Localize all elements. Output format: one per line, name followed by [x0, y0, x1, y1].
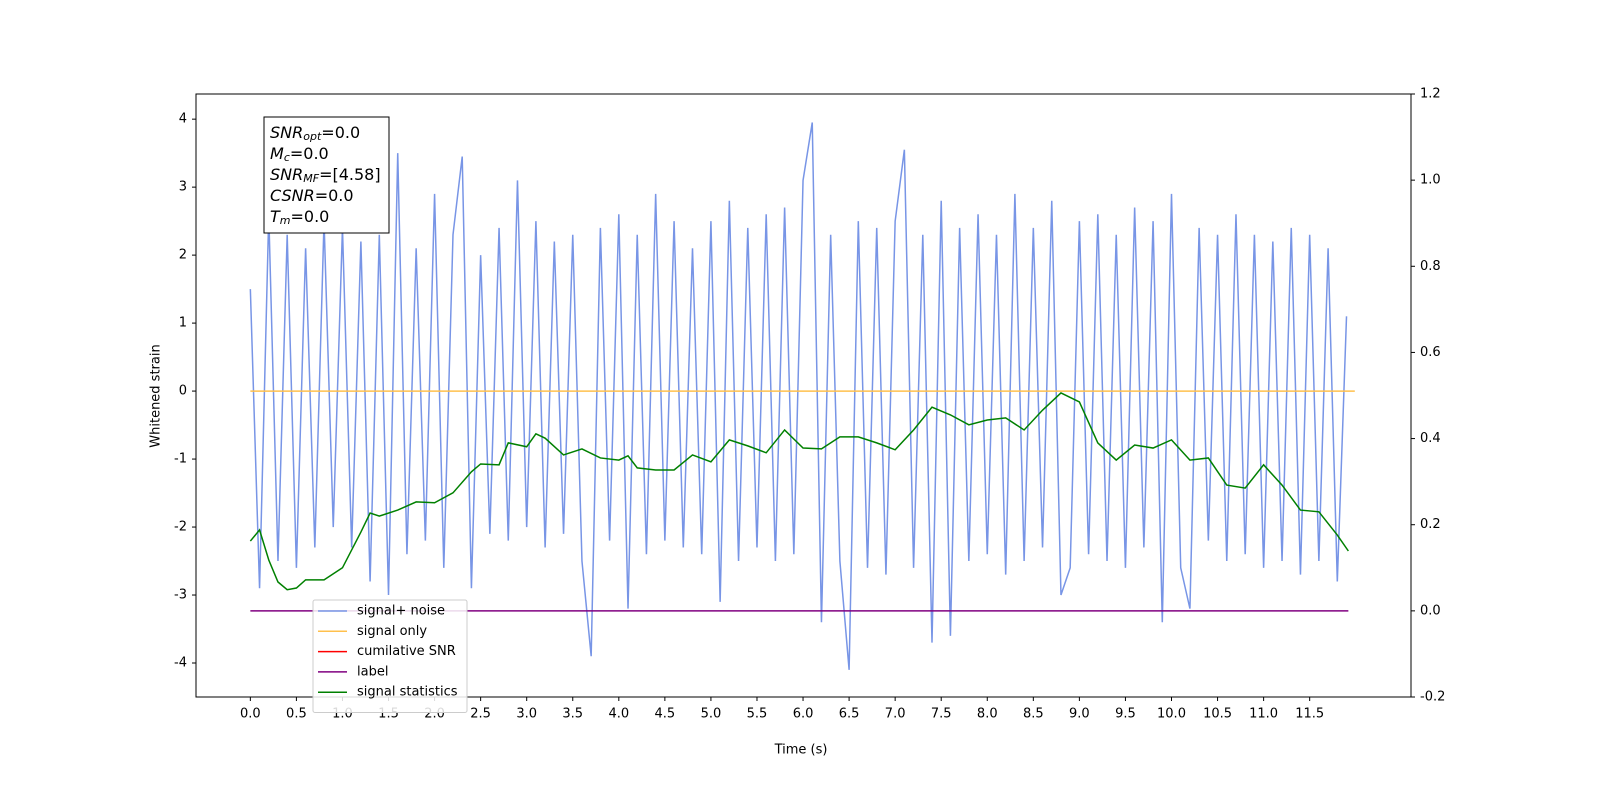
y2-tick-label: -0.2 [1420, 690, 1445, 705]
x-tick-label: 11.5 [1295, 707, 1324, 722]
legend-label: signal+ noise [357, 604, 445, 619]
x-tick-label: 0.5 [286, 707, 307, 722]
annotation-sub: c [284, 151, 290, 164]
y2-tick-label: 1.2 [1420, 87, 1441, 102]
series-line [249, 392, 1349, 591]
x-tick-label: 9.5 [1115, 707, 1136, 722]
x-tick-label: 2.5 [470, 707, 491, 722]
annotation: Mc=0.0 [270, 144, 329, 165]
x-tick-label: 0.0 [240, 707, 261, 722]
annotation: Tm=0.0 [270, 207, 329, 228]
y-tick-label: -4 [174, 656, 187, 671]
annotation-sub: m [280, 214, 291, 227]
x-tick-label: 4.0 [608, 707, 629, 722]
annotation-sub: MF [303, 172, 319, 185]
annotation-rest: =0.0 [321, 123, 360, 142]
x-axis-label: Time (s) [774, 743, 828, 758]
y-tick-label: 1 [179, 316, 187, 331]
x-tick-label: 11.0 [1249, 707, 1278, 722]
x-tick-label: 8.0 [977, 707, 998, 722]
y-tick-label: -3 [174, 588, 187, 603]
annotation-sub: opt [303, 130, 322, 143]
series-line [249, 122, 1348, 670]
annotation: CSNR=0.0 [270, 186, 354, 205]
x-tick-label: 7.5 [931, 707, 952, 722]
y-tick-label: 2 [179, 248, 187, 263]
x-tick-label: 6.0 [793, 707, 814, 722]
y2-tick-label: 0.0 [1420, 603, 1441, 618]
legend-label: cumilative SNR [357, 644, 456, 659]
annotation: SNRMF=[4.58] [270, 165, 381, 186]
y2-tick-label: 0.8 [1420, 259, 1441, 274]
annotation: SNRopt=0.0 [270, 123, 360, 144]
x-tick-label: 4.5 [655, 707, 676, 722]
y2-tick-label: 0.4 [1420, 431, 1441, 446]
x-tick-label: 6.5 [839, 707, 860, 722]
annotation-rest: =0.0 [315, 186, 354, 205]
y2-tick-label: 1.0 [1420, 173, 1441, 188]
x-tick-label: 7.0 [885, 707, 906, 722]
annotation-main: SNR [270, 165, 303, 184]
annotation-main: CSNR [270, 186, 315, 205]
x-tick-label: 5.5 [747, 707, 768, 722]
x-tick-label: 3.0 [516, 707, 537, 722]
y-tick-label: 3 [179, 180, 187, 195]
x-tick-label: 3.5 [562, 707, 583, 722]
annotation-rest: =[4.58] [319, 165, 381, 184]
x-tick-label: 5.0 [701, 707, 722, 722]
y-tick-label: 4 [179, 112, 187, 127]
x-tick-label: 10.0 [1157, 707, 1186, 722]
legend-box [312, 599, 468, 713]
x-tick-label: 8.5 [1023, 707, 1044, 722]
y-tick-label: -2 [174, 520, 187, 535]
y-tick-label: -1 [174, 452, 187, 467]
annotation-rest: =0.0 [290, 144, 329, 163]
y2-tick-label: 0.2 [1420, 517, 1441, 532]
x-tick-label: 10.5 [1203, 707, 1232, 722]
legend-label: signal statistics [357, 685, 458, 700]
y-axis-label: Whitened strain [149, 344, 164, 447]
y2-tick-label: 0.6 [1420, 345, 1441, 360]
annotation-box [263, 116, 390, 234]
x-tick-label: 9.0 [1069, 707, 1090, 722]
annotation-main: SNR [270, 123, 303, 142]
annotation-rest: =0.0 [291, 207, 330, 226]
y-tick-label: 0 [179, 384, 187, 399]
legend-label: signal only [357, 624, 427, 639]
annotation-main: T [270, 207, 281, 226]
legend-label: label [357, 664, 388, 679]
annotation-main: M [270, 144, 284, 163]
